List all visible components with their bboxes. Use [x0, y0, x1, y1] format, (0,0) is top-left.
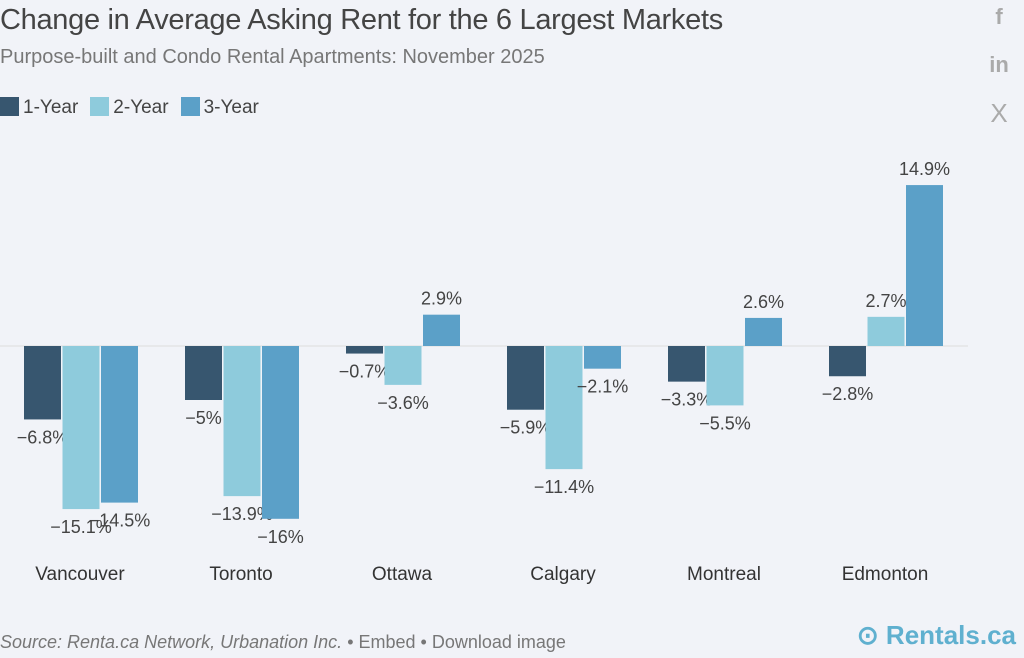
legend-item-2-year[interactable]: 2-Year — [90, 97, 169, 119]
bar[interactable] — [706, 346, 744, 406]
data-label: −0.7% — [339, 362, 391, 382]
bar[interactable] — [507, 346, 544, 410]
bar[interactable] — [423, 314, 460, 346]
legend-item-1-year[interactable]: 1-Year — [0, 97, 78, 119]
data-label: −13.9% — [211, 504, 273, 524]
data-label: −15.1% — [50, 517, 112, 537]
data-label: −3.6% — [377, 393, 429, 413]
bar[interactable] — [223, 346, 261, 497]
data-label: −5% — [185, 408, 222, 428]
data-label: −6.8% — [17, 427, 69, 447]
data-label: −5.5% — [699, 413, 751, 433]
rentals-logo[interactable]: ⊙ Rentals.ca — [856, 620, 1016, 650]
bar[interactable] — [346, 346, 383, 354]
source-text: Source: Renta.ca Network, Urbanation Inc… — [0, 632, 343, 652]
category-label: Vancouver — [35, 564, 125, 585]
category-label: Calgary — [530, 564, 596, 585]
bar[interactable] — [829, 346, 866, 377]
data-label: −2.8% — [822, 384, 874, 404]
data-label: −3.3% — [661, 390, 713, 410]
bar[interactable] — [545, 346, 583, 470]
data-label: 14.9% — [899, 159, 950, 179]
data-label: −5.9% — [500, 418, 552, 438]
data-label: −11.4% — [534, 477, 594, 497]
chart-subtitle: Purpose-built and Condo Rental Apartment… — [0, 46, 545, 68]
bar[interactable] — [668, 346, 705, 382]
category-label: Toronto — [209, 564, 272, 585]
data-label: −16% — [257, 527, 304, 547]
linkedin-icon[interactable]: in — [989, 52, 1009, 77]
category-label: Ottawa — [372, 564, 433, 585]
bar[interactable] — [62, 346, 100, 510]
legend-item-3-year[interactable]: 3-Year — [180, 97, 259, 119]
bar[interactable] — [384, 346, 422, 385]
legend: 1-Year 2-Year 3-Year — [0, 97, 259, 119]
chart-title: Change in Average Asking Rent for the 6 … — [0, 4, 723, 36]
category-label: Edmonton — [842, 564, 929, 585]
footer: Source: Renta.ca Network, Urbanation Inc… — [0, 632, 566, 653]
facebook-icon[interactable]: f — [995, 4, 1003, 29]
bar[interactable] — [185, 346, 222, 400]
x-icon[interactable]: X — [990, 98, 1008, 128]
bar[interactable] — [867, 316, 905, 346]
bar[interactable] — [745, 317, 782, 346]
bar[interactable] — [101, 346, 138, 503]
data-label: −14.5% — [89, 511, 151, 531]
bar[interactable] — [24, 346, 61, 420]
bar[interactable] — [906, 185, 943, 346]
map-pin-icon: ⊙ — [856, 620, 879, 650]
category-label: Montreal — [687, 564, 761, 585]
bar[interactable] — [262, 346, 299, 519]
data-label: 2.9% — [421, 289, 462, 309]
embed-link[interactable]: • Embed — [347, 632, 416, 652]
data-label: −2.1% — [577, 377, 629, 397]
download-image-link[interactable]: • Download image — [420, 632, 566, 652]
bar[interactable] — [584, 346, 621, 369]
data-label: 2.6% — [743, 292, 784, 312]
data-label: 2.7% — [865, 291, 906, 311]
